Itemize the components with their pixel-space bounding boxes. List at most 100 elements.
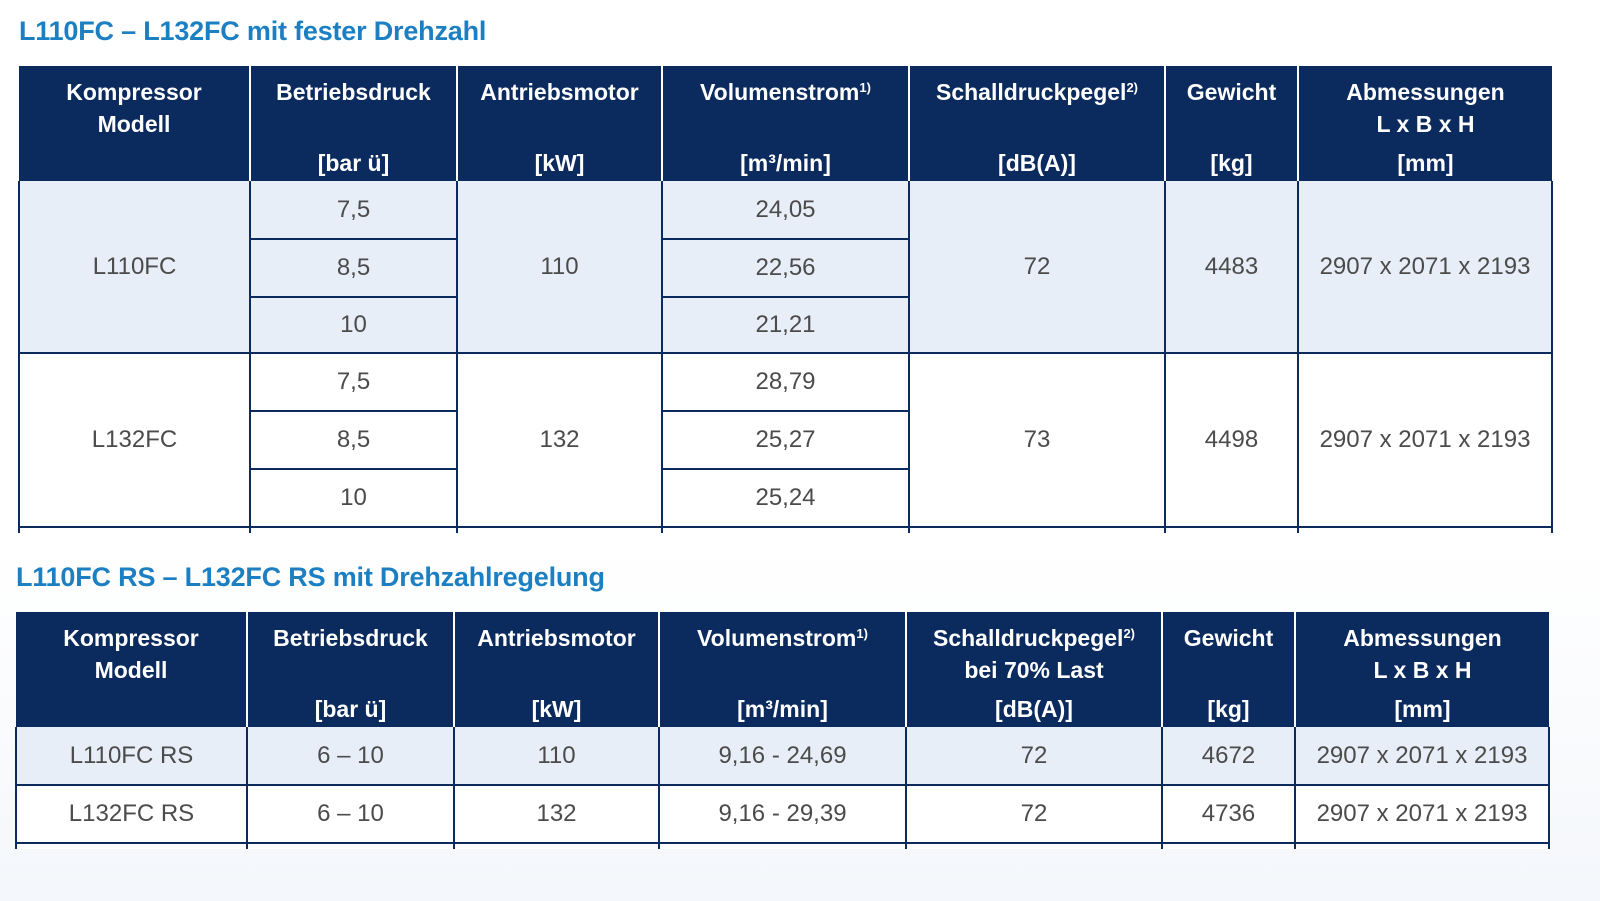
- header-dimensions: Abmessungen L x B x H [mm]: [1297, 66, 1552, 181]
- weight-cell: 4498: [1164, 353, 1299, 528]
- header-model-line2: Modell: [94, 657, 168, 683]
- table-tail: [18, 527, 1553, 533]
- header-dimensions-line2: L x B x H: [1376, 111, 1475, 137]
- model-cell: L132FC: [18, 353, 251, 528]
- dimensions-cell: 2907 x 2071 x 2193: [1294, 785, 1550, 844]
- flow-cell: 9,16 - 29,39: [658, 785, 907, 844]
- header-flow-label: Volumenstrom: [700, 79, 860, 105]
- motor-cell: 132: [453, 785, 660, 844]
- table-row: 8,5 25,27: [19, 411, 1552, 470]
- section-title-variable-speed: L110FC RS – L132FC RS mit Drehzahlregelu…: [16, 562, 605, 592]
- motor-cell: 132: [456, 353, 663, 528]
- dimensions-cell: 2907 x 2071 x 2193: [1297, 353, 1553, 528]
- header-pressure-unit: [bar ü]: [314, 696, 387, 722]
- header-noise: Schalldruckpegel2) [dB(A)]: [908, 66, 1165, 181]
- header-noise-label: Schalldruckpegel: [932, 625, 1124, 651]
- table-row: L110FC 7,5 110 24,05 72 4483 2907 x 2071…: [18, 181, 1553, 354]
- flow-cell: 28,79: [661, 353, 910, 412]
- model-cell: L110FC: [18, 181, 251, 354]
- noise-cell: 73: [908, 353, 1166, 528]
- model-cell: L132FC RS: [15, 785, 248, 844]
- header-motor-unit: [kW]: [531, 696, 582, 722]
- header-weight-unit: [kg]: [1207, 696, 1250, 722]
- pressure-cell: 6 – 10: [246, 785, 455, 844]
- noise-cell: 72: [905, 727, 1163, 786]
- header-motor: Antriebsmotor [kW]: [453, 612, 659, 727]
- header-noise-footnote: 2): [1123, 626, 1136, 641]
- header-model-line1: Kompressor: [66, 79, 202, 105]
- header-pressure-unit: [bar ü]: [317, 150, 390, 176]
- header-motor-label: Antriebsmotor: [480, 79, 639, 105]
- header-dimensions-line2: L x B x H: [1373, 657, 1472, 683]
- table-row: 10 21,21: [19, 297, 1552, 354]
- pressure-cell: 7,5: [249, 353, 458, 412]
- noise-cell: 72: [908, 181, 1166, 354]
- table-row: 10 25,24: [19, 469, 1552, 528]
- noise-cell: 72: [905, 785, 1163, 844]
- weight-cell: 4672: [1161, 727, 1296, 786]
- header-flow: Volumenstrom1) [m³/min]: [661, 66, 909, 181]
- table-row: L132FC RS 6 – 10 132 9,16 - 29,39 72 473…: [15, 785, 1550, 844]
- header-dimensions-unit: [mm]: [1397, 150, 1454, 176]
- flow-cell: 24,05: [661, 181, 910, 240]
- pressure-cell: 7,5: [249, 181, 458, 240]
- spec-table-variable-speed: Kompressor Modell Betriebsdruck [bar ü] …: [15, 612, 1550, 849]
- header-weight: Gewicht [kg]: [1161, 612, 1295, 727]
- header-pressure-label: Betriebsdruck: [276, 79, 431, 105]
- dimensions-cell: 2907 x 2071 x 2193: [1297, 181, 1553, 354]
- header-model-line1: Kompressor: [63, 625, 199, 651]
- table-row: L110FC RS 6 – 10 110 9,16 - 24,69 72 467…: [15, 727, 1550, 786]
- motor-cell: 110: [456, 181, 663, 354]
- flow-cell: 9,16 - 24,69: [658, 727, 907, 786]
- flow-cell: 22,56: [661, 239, 910, 298]
- header-noise-line2: bei 70% Last: [964, 657, 1104, 683]
- header-noise-unit: [dB(A)]: [995, 696, 1073, 722]
- header-flow-label: Volumenstrom: [697, 625, 857, 651]
- flow-cell: 21,21: [661, 297, 910, 354]
- header-motor-label: Antriebsmotor: [477, 625, 636, 651]
- table-tail: [15, 843, 1550, 849]
- header-weight-label: Gewicht: [1186, 79, 1277, 105]
- header-flow-footnote: 1): [856, 626, 868, 641]
- header-flow-unit: [m³/min]: [740, 150, 831, 176]
- header-pressure-label: Betriebsdruck: [273, 625, 428, 651]
- header-weight: Gewicht [kg]: [1164, 66, 1298, 181]
- pressure-cell: 10: [249, 297, 458, 354]
- header-noise: Schalldruckpegel2) bei 70% Last [dB(A)]: [905, 612, 1162, 727]
- header-dimensions-line1: Abmessungen: [1346, 79, 1505, 105]
- weight-cell: 4736: [1161, 785, 1296, 844]
- model-cell: L110FC RS: [15, 727, 248, 786]
- dimensions-cell: 2907 x 2071 x 2193: [1294, 727, 1550, 786]
- header-dimensions-line1: Abmessungen: [1343, 625, 1502, 651]
- header-model-line2: Modell: [97, 111, 171, 137]
- header-noise-label: Schalldruckpegel: [935, 79, 1127, 105]
- header-motor-unit: [kW]: [534, 150, 585, 176]
- header-noise-footnote: 2): [1126, 80, 1139, 95]
- header-dimensions-unit: [mm]: [1394, 696, 1451, 722]
- flow-cell: 25,27: [661, 411, 910, 470]
- table-row: 8,5 22,56: [19, 239, 1552, 298]
- motor-cell: 110: [453, 727, 660, 786]
- header-flow-unit: [m³/min]: [737, 696, 828, 722]
- header-flow: Volumenstrom1) [m³/min]: [658, 612, 906, 727]
- header-weight-label: Gewicht: [1183, 625, 1274, 651]
- header-row: Kompressor Modell Betriebsdruck [bar ü] …: [19, 66, 1552, 181]
- header-model: Kompressor Modell: [16, 612, 247, 727]
- header-pressure: Betriebsdruck [bar ü]: [249, 66, 457, 181]
- table-row: L132FC 7,5 132 28,79 73 4498 2907 x 2071…: [18, 353, 1553, 528]
- header-flow-footnote: 1): [859, 80, 871, 95]
- pressure-cell: 10: [249, 469, 458, 528]
- header-pressure: Betriebsdruck [bar ü]: [246, 612, 454, 727]
- pressure-cell: 8,5: [249, 239, 458, 298]
- header-motor: Antriebsmotor [kW]: [456, 66, 662, 181]
- section-title-fixed-speed: L110FC – L132FC mit fester Drehzahl: [19, 16, 487, 46]
- pressure-cell: 6 – 10: [246, 727, 455, 786]
- header-weight-unit: [kg]: [1210, 150, 1253, 176]
- flow-cell: 25,24: [661, 469, 910, 528]
- weight-cell: 4483: [1164, 181, 1299, 354]
- spec-table-fixed-speed: Kompressor Modell Betriebsdruck [bar ü] …: [18, 66, 1553, 533]
- header-model: Kompressor Modell: [19, 66, 250, 181]
- header-noise-unit: [dB(A)]: [998, 150, 1076, 176]
- header-row: Kompressor Modell Betriebsdruck [bar ü] …: [16, 612, 1549, 727]
- header-dimensions: Abmessungen L x B x H [mm]: [1294, 612, 1549, 727]
